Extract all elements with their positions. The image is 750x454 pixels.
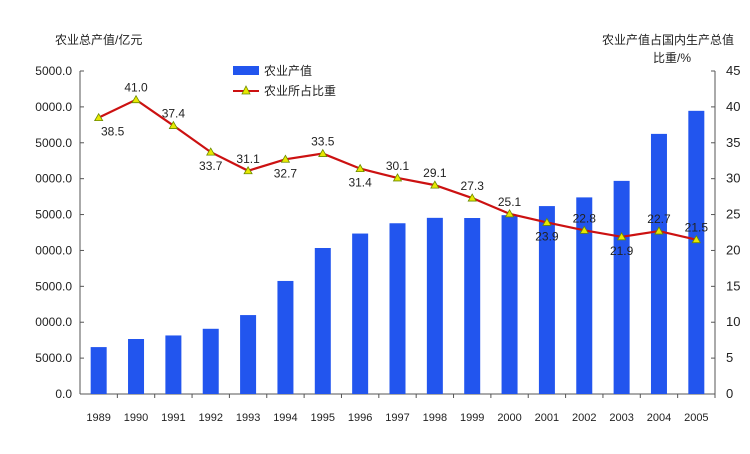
ratio-marker xyxy=(243,165,253,175)
ratio-marker xyxy=(168,120,179,129)
bar-2000 xyxy=(501,215,518,394)
ratio-marker xyxy=(93,112,104,122)
bar-2004 xyxy=(650,133,667,394)
left-axis-title: 农业总产值/亿元 xyxy=(55,32,142,47)
ratio-marker xyxy=(280,154,291,163)
bar-2005 xyxy=(688,110,705,394)
left-tick-label: 0000.0 xyxy=(35,172,72,186)
x-tick-label: 1995 xyxy=(311,412,335,424)
ratio-marker xyxy=(654,226,664,235)
right-tick-label: 0 xyxy=(726,386,733,401)
bar-1995 xyxy=(314,247,331,394)
right-tick-label: 40 xyxy=(726,99,740,114)
data-label: 41.0 xyxy=(124,81,148,95)
data-label: 31.4 xyxy=(348,176,372,190)
left-tick-label: 0000.0 xyxy=(35,243,72,257)
ratio-marker xyxy=(430,180,440,189)
right-axis-title-line1: 农业产值占国内生产总值 xyxy=(602,32,734,47)
x-tick-label: 2001 xyxy=(535,412,559,424)
right-tick-label: 15 xyxy=(726,278,740,293)
bar-1991 xyxy=(165,335,182,394)
left-tick-label: 5000.0 xyxy=(35,208,72,222)
legend: 农业产值 农业所占比重 xyxy=(233,63,336,98)
x-tick-label: 2000 xyxy=(497,412,521,424)
right-axis-title-line2: 比重/% xyxy=(653,51,691,65)
bar-1994 xyxy=(277,280,294,394)
ratio-marker xyxy=(504,209,515,218)
x-tick-label: 1991 xyxy=(161,412,185,424)
x-tick-label: 1990 xyxy=(124,412,148,424)
data-label: 32.7 xyxy=(274,166,298,180)
bar-1989 xyxy=(90,347,107,394)
left-tick-label: 0000.0 xyxy=(35,315,72,329)
ratio-marker xyxy=(579,225,589,234)
right-tick-label: 20 xyxy=(726,242,740,257)
right-tick-label: 5 xyxy=(726,350,733,365)
bar-1997 xyxy=(389,223,406,394)
right-tick-label: 10 xyxy=(726,314,740,329)
data-label: 29.1 xyxy=(423,166,447,180)
legend-bar-swatch xyxy=(233,66,259,75)
ratio-marker xyxy=(392,173,403,182)
left-tick-label: 5000.0 xyxy=(35,351,72,365)
right-tick-label: 35 xyxy=(726,135,740,150)
ratio-marker xyxy=(467,193,477,202)
ratio-marker xyxy=(542,217,552,226)
data-label: 27.3 xyxy=(461,179,485,193)
data-label: 25.1 xyxy=(498,195,522,209)
bar-2003 xyxy=(613,180,630,394)
x-tick-label: 1989 xyxy=(86,412,110,424)
x-tick-label: 1998 xyxy=(423,412,447,424)
bar-1990 xyxy=(128,339,145,394)
bar-1999 xyxy=(464,218,481,394)
x-tick-label: 2003 xyxy=(609,412,633,424)
right-tick-label: 25 xyxy=(726,207,740,222)
bar-1998 xyxy=(426,217,443,394)
data-label: 22.7 xyxy=(647,212,671,226)
data-label: 38.5 xyxy=(101,125,125,139)
ratio-marker xyxy=(318,148,328,157)
right-tick-label: 45 xyxy=(726,63,740,78)
data-label: 23.9 xyxy=(535,229,559,243)
right-tick-label: 30 xyxy=(726,171,740,186)
left-tick-label: 0000.0 xyxy=(35,100,72,114)
data-label: 21.9 xyxy=(610,244,634,258)
left-tick-label: 5000.0 xyxy=(35,279,72,293)
x-tick-label: 2002 xyxy=(572,412,596,424)
bar-2001 xyxy=(538,206,555,394)
ratio-marker xyxy=(206,147,216,156)
x-tick-label: 1994 xyxy=(273,412,297,424)
data-label: 37.4 xyxy=(162,107,186,121)
left-tick-label: 5000.0 xyxy=(35,136,72,150)
data-label: 30.1 xyxy=(386,159,410,173)
left-tick-label: 5000.0 xyxy=(35,64,72,78)
legend-line-marker xyxy=(241,85,251,95)
bar-1993 xyxy=(240,315,257,394)
x-tick-label: 1997 xyxy=(385,412,409,424)
x-tick-label: 1993 xyxy=(236,412,260,424)
data-label: 33.7 xyxy=(199,159,223,173)
left-tick-label: 0.0 xyxy=(55,387,72,401)
data-label: 22.8 xyxy=(573,211,597,225)
bar-2002 xyxy=(576,197,593,394)
ratio-marker xyxy=(691,234,702,244)
x-tick-label: 2005 xyxy=(684,412,708,424)
data-label: 21.5 xyxy=(685,221,709,235)
ratio-marker xyxy=(131,94,141,104)
ratio-marker xyxy=(355,163,365,173)
legend-line-label: 农业所占比重 xyxy=(264,83,336,98)
legend-bar-label: 农业产值 xyxy=(264,63,312,78)
ratio-marker xyxy=(616,232,627,241)
x-tick-label: 1992 xyxy=(198,412,222,424)
x-tick-label: 2004 xyxy=(647,412,671,424)
bar-1992 xyxy=(202,328,219,394)
data-label: 31.1 xyxy=(236,152,260,166)
bar-1996 xyxy=(352,233,369,394)
data-label: 33.5 xyxy=(311,135,335,149)
x-tick-label: 1996 xyxy=(348,412,372,424)
x-tick-label: 1999 xyxy=(460,412,484,424)
